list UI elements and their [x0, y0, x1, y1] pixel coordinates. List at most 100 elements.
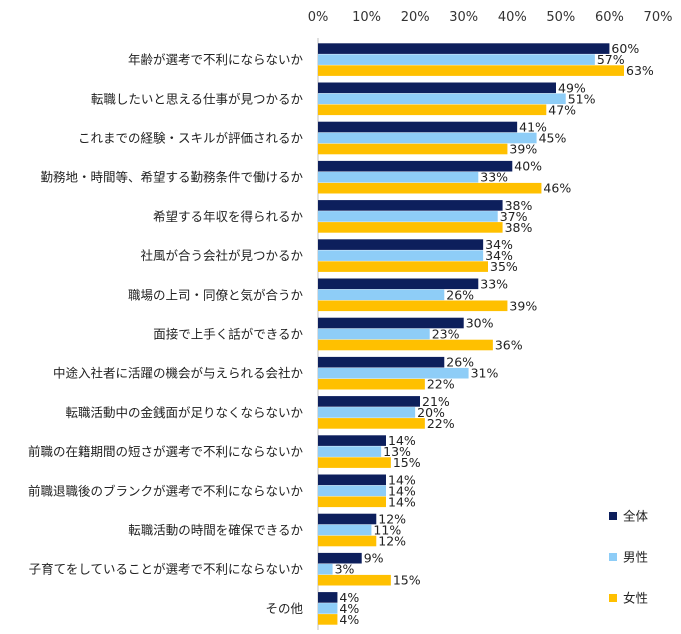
data-label: 26%: [446, 355, 474, 370]
x-tick-label: 30%: [449, 10, 478, 25]
data-label: 14%: [388, 433, 416, 448]
bar-all: [318, 552, 362, 564]
bar-female: [318, 535, 377, 547]
x-tick-label: 50%: [546, 10, 575, 25]
data-label: 35%: [490, 259, 518, 274]
bar-all: [318, 592, 338, 603]
data-label: 11%: [373, 523, 401, 538]
bar-male: [318, 407, 416, 418]
data-label: 14%: [388, 483, 416, 498]
data-label: 15%: [393, 573, 421, 588]
bar-all: [318, 200, 503, 211]
bar-all: [318, 396, 420, 407]
data-label: 57%: [597, 52, 625, 67]
data-label: 34%: [485, 248, 513, 263]
bar-male: [318, 93, 566, 105]
bar-female: [318, 418, 425, 429]
bar-female: [318, 457, 391, 468]
x-tick-label: 40%: [498, 10, 527, 25]
data-label: 37%: [500, 209, 528, 224]
data-label: 13%: [383, 444, 411, 459]
bar-female: [318, 261, 488, 272]
data-label: 45%: [539, 131, 567, 146]
bar-all: [318, 43, 610, 54]
bar-all: [318, 474, 386, 486]
bar-female: [318, 143, 508, 155]
data-label: 12%: [378, 512, 406, 527]
bar-all: [318, 356, 445, 368]
data-label: 60%: [611, 41, 639, 56]
bar-female: [318, 614, 338, 625]
category-label: 面接で上手く話ができるか: [153, 327, 303, 342]
x-axis-ticks: 0% 10% 20% 30% 40% 50% 60% 70%: [308, 10, 673, 25]
data-label: 33%: [480, 170, 508, 185]
bar-female: [318, 222, 503, 233]
category-label: これまでの経験・スキルが評価されるか: [78, 131, 304, 146]
bar-female: [318, 65, 624, 76]
bar-male: [318, 54, 595, 65]
category-label: 中途入社者に活躍の機会が与えられる会社か: [53, 366, 304, 381]
bar-female: [318, 496, 386, 508]
bar-all: [318, 160, 513, 172]
data-label: 4%: [339, 590, 359, 605]
bar-female: [318, 182, 542, 194]
bar-all: [318, 278, 479, 290]
legend-label: 男性: [623, 550, 648, 565]
bar-female: [318, 574, 391, 586]
bar-all: [318, 513, 377, 525]
x-tick-label: 70%: [644, 10, 673, 25]
x-tick-label: 60%: [595, 10, 624, 25]
data-label: 9%: [364, 551, 384, 566]
category-label: 前職退職後のブランクが選考で不利にならないか: [28, 483, 304, 498]
bar-male: [318, 524, 372, 536]
x-tick-label: 10%: [352, 10, 381, 25]
data-label: 39%: [509, 298, 537, 313]
data-label: 3%: [335, 562, 355, 577]
bar-male: [318, 289, 445, 301]
bar-male: [318, 211, 498, 222]
data-label: 36%: [495, 338, 523, 353]
category-label: 転職活動の時間を確保できるか: [128, 523, 303, 538]
data-label: 15%: [393, 455, 421, 470]
bar-male: [318, 485, 386, 497]
data-label: 21%: [422, 394, 450, 409]
legend-swatch: [609, 512, 617, 520]
legend-label: 全体: [623, 509, 649, 524]
category-label: 希望する年収を得られるか: [153, 209, 304, 224]
category-label: 子育てをしていることが選考で不利にならないか: [29, 562, 304, 577]
bar-male: [318, 132, 537, 144]
data-label: 14%: [388, 472, 416, 487]
data-label: 26%: [446, 287, 474, 302]
data-label: 22%: [427, 377, 455, 392]
bar-female: [318, 300, 508, 312]
data-label: 4%: [339, 612, 359, 627]
x-tick-label: 20%: [401, 10, 430, 25]
data-label: 38%: [505, 220, 533, 235]
data-label: 63%: [626, 63, 654, 78]
data-label: 33%: [480, 276, 508, 291]
data-label: 12%: [378, 534, 406, 549]
bar-male: [318, 328, 430, 340]
bar-all: [318, 82, 556, 94]
bar-male: [318, 603, 338, 614]
category-label: 転職活動中の金銭面が足りなくならないか: [65, 405, 303, 420]
data-label: 39%: [509, 142, 537, 157]
data-label: 30%: [466, 316, 494, 331]
category-label: 前職の在籍期間の短さが選考で不利にならないか: [28, 444, 304, 459]
bar-all: [318, 239, 484, 250]
bar-male: [318, 446, 382, 457]
data-label: 22%: [427, 416, 455, 431]
bar-female: [318, 339, 493, 351]
bar-female: [318, 104, 547, 116]
legend-label: 女性: [623, 591, 648, 606]
category-label: 社風が合う会社が見つかるか: [140, 248, 303, 263]
data-label: 40%: [514, 159, 542, 174]
category-label: その他: [265, 601, 303, 616]
bar-male: [318, 367, 469, 379]
category-label: 年齢が選考で不利にならないか: [128, 52, 304, 67]
category-label: 職場の上司・同僚と気が合うか: [128, 287, 304, 302]
bar-male: [318, 563, 333, 575]
bar-female: [318, 378, 425, 390]
